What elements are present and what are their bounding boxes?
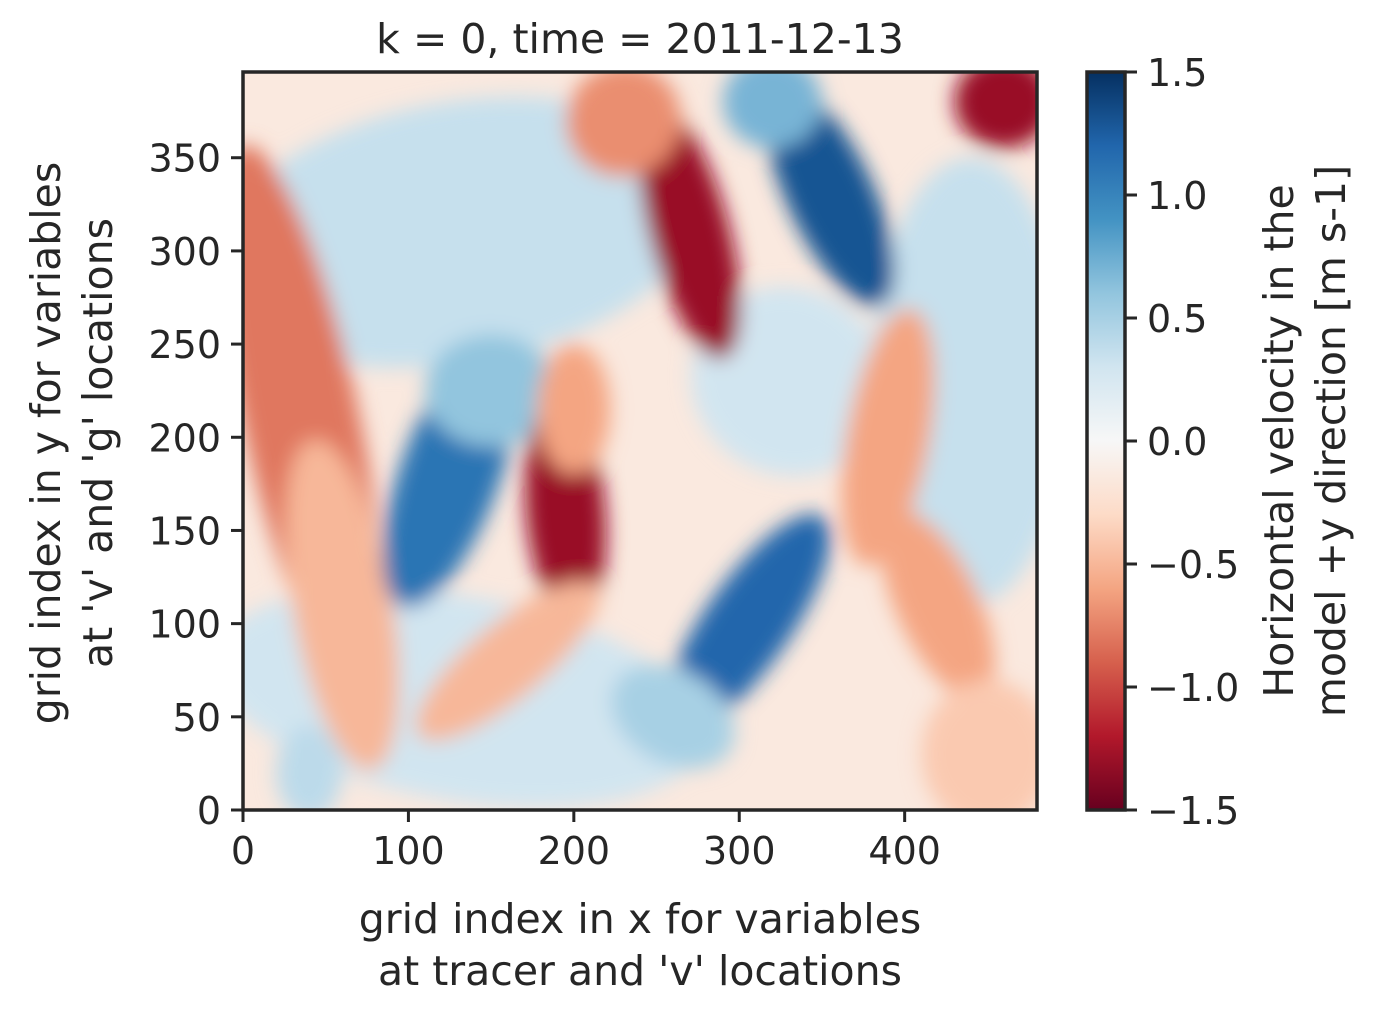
colorbar-tick-label: −1.0 bbox=[1147, 666, 1239, 710]
flow-structure-20 bbox=[921, 679, 1037, 810]
x-axis-label-line-1: grid index in x for variables bbox=[359, 895, 921, 943]
colorbar-tick-label: −1.5 bbox=[1147, 789, 1239, 833]
flow-structure-17 bbox=[880, 510, 996, 700]
flow-structure-21 bbox=[276, 726, 343, 810]
flow-structure-13 bbox=[722, 72, 822, 149]
flow-structure-3 bbox=[691, 286, 887, 477]
x-tick-label: 300 bbox=[703, 829, 776, 873]
x-axis: 0 100 200 300 400 bbox=[231, 810, 941, 873]
flow-structure-11 bbox=[566, 72, 681, 177]
flow-structure-0 bbox=[243, 96, 704, 368]
colorbar-tick-label: 1.5 bbox=[1147, 51, 1207, 95]
flow-structure-16 bbox=[841, 308, 935, 566]
colorbar-tick-label: 1.0 bbox=[1147, 174, 1207, 218]
heatmap-field bbox=[243, 72, 1037, 810]
flow-structure-18 bbox=[954, 72, 1037, 149]
colorbar-tick-label: 0.5 bbox=[1147, 297, 1207, 341]
colorbar-tick-label: 0.0 bbox=[1147, 420, 1207, 464]
colorbar-label-line-2: model +y direction [m s-1] bbox=[1307, 165, 1355, 717]
flow-structure-19 bbox=[415, 581, 600, 741]
y-tick-label: 250 bbox=[148, 323, 221, 367]
y-tick-label: 300 bbox=[148, 230, 221, 274]
plot-frame bbox=[241, 70, 1039, 812]
x-axis-label-line-2: at tracer and 'v' locations bbox=[378, 947, 902, 995]
flow-structure-15 bbox=[611, 664, 735, 769]
chart-title: k = 0, time = 2011-12-13 bbox=[376, 15, 904, 63]
y-tick-label: 100 bbox=[148, 603, 221, 647]
colorbar-tick-label: −0.5 bbox=[1147, 543, 1239, 587]
x-tick-label: 100 bbox=[372, 829, 445, 873]
flow-structure-7 bbox=[424, 334, 558, 447]
flow-structure-10 bbox=[638, 105, 741, 359]
flow-structure-5 bbox=[285, 439, 400, 771]
flow-structure-14 bbox=[664, 513, 831, 734]
y-tick-label: 350 bbox=[148, 137, 221, 181]
y-axis: 0 50 100 150 200 250 300 350 bbox=[148, 137, 243, 833]
colorbar-axis: −1.5 −1.0 −0.5 0.0 0.5 1.0 1.5 bbox=[1125, 51, 1239, 833]
flow-structure-9 bbox=[537, 344, 611, 475]
y-tick-label: 50 bbox=[173, 696, 221, 740]
x-tick-label: 0 bbox=[231, 829, 255, 873]
y-axis-label-line-1: grid index in y for variables bbox=[22, 162, 70, 724]
y-tick-label: 200 bbox=[148, 416, 221, 460]
colorbar bbox=[1085, 70, 1127, 812]
colorbar-label-line-1: Horizontal velocity in the bbox=[1255, 184, 1303, 697]
y-tick-label: 0 bbox=[197, 789, 221, 833]
x-tick-label: 400 bbox=[868, 829, 941, 873]
x-tick-label: 200 bbox=[538, 829, 611, 873]
y-axis-label-line-2: at 'v' and 'g' locations bbox=[74, 218, 122, 668]
y-tick-label: 150 bbox=[148, 509, 221, 553]
